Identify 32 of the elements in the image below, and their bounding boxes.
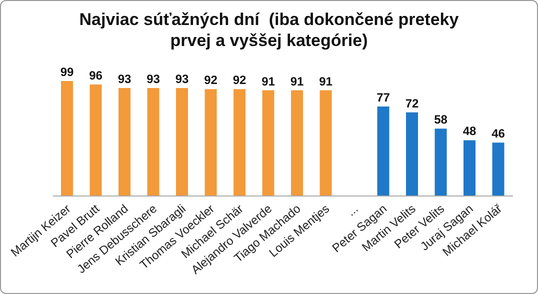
bar <box>234 89 246 196</box>
data-label: 77 <box>376 90 390 105</box>
bar <box>464 140 476 196</box>
data-label: 92 <box>232 73 246 88</box>
bar <box>291 90 303 196</box>
data-label: 99 <box>60 65 74 79</box>
bar <box>434 128 447 196</box>
data-label: 91 <box>290 74 304 88</box>
data-label: 96 <box>89 68 103 82</box>
data-label: 92 <box>204 73 218 88</box>
data-label: 72 <box>405 96 419 110</box>
data-label: 58 <box>434 112 448 127</box>
chart-title: Najviac súťažných dní (iba dokončené preteky prvej a vyššej kategórie) <box>79 9 459 51</box>
bar <box>118 88 130 196</box>
bar <box>492 142 504 196</box>
bar <box>61 81 73 196</box>
bar <box>320 90 332 196</box>
data-label: 48 <box>462 124 476 138</box>
data-label: 93 <box>175 72 189 86</box>
bar <box>377 106 390 196</box>
data-label: 91 <box>319 74 333 88</box>
bar <box>176 88 188 196</box>
bar <box>204 89 217 196</box>
data-label: 91 <box>262 74 276 88</box>
data-label: 93 <box>118 72 132 86</box>
bar <box>406 112 418 196</box>
bar <box>262 90 274 196</box>
x-tick-label: ... <box>344 202 361 219</box>
data-label: 93 <box>146 72 160 86</box>
bar <box>147 88 160 196</box>
bar <box>90 84 102 196</box>
data-label: 46 <box>492 126 506 141</box>
